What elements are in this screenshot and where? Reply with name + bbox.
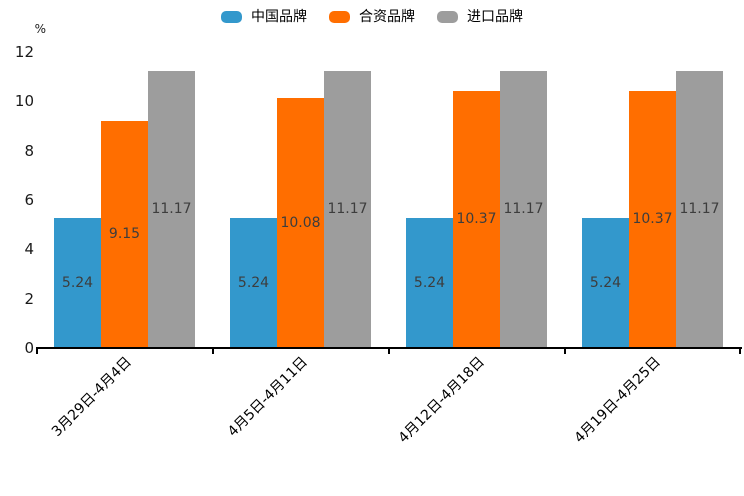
y-tick-label: 10 xyxy=(14,92,34,111)
bar: 5.24 xyxy=(582,218,629,347)
y-tick-label: 0 xyxy=(24,339,34,357)
bar-value-label: 11.17 xyxy=(327,201,368,217)
x-axis-tick xyxy=(212,347,214,354)
bar-value-label: 5.24 xyxy=(61,274,94,291)
bar-value-label: 11.17 xyxy=(503,201,544,217)
y-axis-unit-label: % xyxy=(34,22,46,36)
legend-marker-icon xyxy=(221,11,242,23)
legend-item-0[interactable]: 中国品牌 xyxy=(221,10,307,24)
bar-value-label: 5.24 xyxy=(237,274,270,291)
x-tick-label: 3月29日-4月4日 xyxy=(49,354,136,440)
bar: 11.17 xyxy=(500,71,547,347)
y-tick-label: 6 xyxy=(24,191,34,209)
bar-value-label: 11.17 xyxy=(679,201,720,217)
x-tick-label: 4月12日-4月18日 xyxy=(395,354,488,447)
x-axis-tick xyxy=(36,347,38,354)
x-axis-tick xyxy=(564,347,566,354)
bar-value-label: 10.08 xyxy=(280,214,321,231)
x-axis-tick xyxy=(388,347,390,354)
bar: 11.17 xyxy=(324,71,371,347)
legend: 中国品牌 合资品牌 进口品牌 xyxy=(0,6,744,28)
bar: 11.17 xyxy=(676,71,723,347)
y-tick-label: 2 xyxy=(24,289,34,308)
x-tick-label: 4月5日-4月11日 xyxy=(225,354,312,440)
bar-value-label: 11.17 xyxy=(151,201,192,217)
x-axis-tick xyxy=(739,347,741,354)
bar: 10.37 xyxy=(629,91,676,347)
legend-item-label: 合资品牌 xyxy=(359,9,415,25)
bar-value-label: 10.37 xyxy=(632,211,673,227)
legend-item-1[interactable]: 合资品牌 xyxy=(329,10,415,24)
bar: 9.15 xyxy=(101,121,148,347)
bar: 5.24 xyxy=(230,218,277,347)
bar: 5.24 xyxy=(406,218,453,347)
y-tick-label: 12 xyxy=(14,43,34,61)
bar-value-label: 5.24 xyxy=(589,274,622,291)
bar: 10.37 xyxy=(453,91,500,347)
bar-value-label: 10.37 xyxy=(456,211,497,227)
bar-value-label: 9.15 xyxy=(108,226,141,242)
legend-item-label: 进口品牌 xyxy=(467,9,523,25)
legend-item-2[interactable]: 进口品牌 xyxy=(437,10,523,24)
bar: 11.17 xyxy=(148,71,195,347)
x-tick-label: 4月19日-4月25日 xyxy=(571,354,664,447)
bar-value-label: 5.24 xyxy=(413,274,446,291)
y-tick-label: 4 xyxy=(24,240,34,259)
legend-marker-icon xyxy=(437,11,458,23)
bar: 10.08 xyxy=(277,98,324,347)
legend-marker-icon xyxy=(329,11,350,23)
legend-item-label: 中国品牌 xyxy=(251,9,307,25)
bar: 5.24 xyxy=(54,218,101,347)
y-tick-label: 8 xyxy=(24,141,34,160)
